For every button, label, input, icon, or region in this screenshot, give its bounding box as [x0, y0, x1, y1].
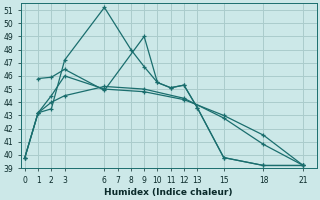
- X-axis label: Humidex (Indice chaleur): Humidex (Indice chaleur): [104, 188, 233, 197]
